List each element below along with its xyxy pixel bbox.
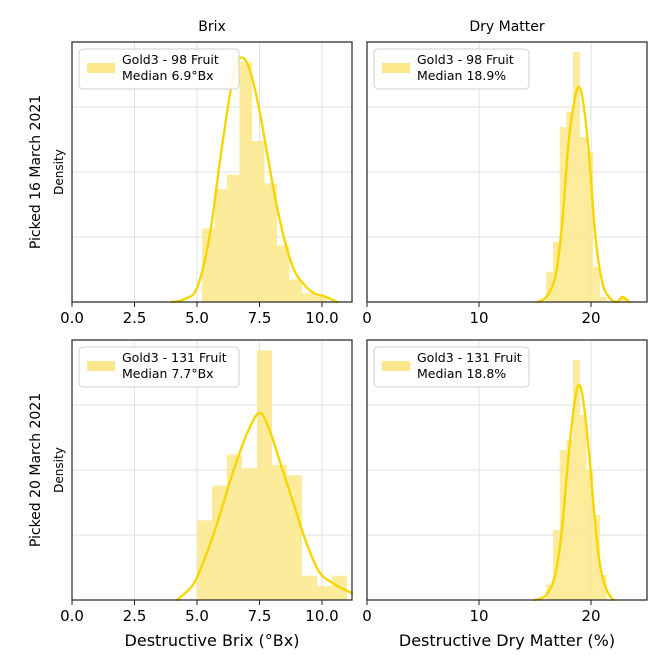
histogram-bar — [314, 296, 327, 302]
histogram-bar — [573, 52, 580, 302]
axes-frame — [366, 41, 648, 303]
x-tick-label: 7.5 — [248, 607, 272, 625]
legend-median: Median 7.7°Bx — [122, 366, 214, 381]
x-tick-label: 5.0 — [185, 309, 209, 327]
axes-title: Brix — [198, 19, 226, 35]
axes-frame — [71, 339, 353, 601]
legend-box — [78, 346, 240, 388]
histogram-bar — [257, 350, 272, 600]
x-tick-label: 2.5 — [123, 607, 147, 625]
x-tick-label: 10 — [469, 607, 488, 625]
y-axis-label: Density — [52, 447, 66, 493]
x-tick-label: 10.0 — [305, 607, 338, 625]
histogram-bar — [242, 468, 257, 600]
histogram-bar — [202, 228, 215, 302]
histogram-bar — [566, 440, 574, 600]
histogram-bar — [289, 279, 302, 302]
legend-swatch — [382, 361, 410, 371]
legend-box — [373, 48, 530, 90]
histogram-bar — [227, 174, 240, 302]
axes-frame — [71, 41, 353, 303]
x-tick-label: 10 — [469, 309, 488, 327]
histogram-bar — [317, 586, 332, 600]
x-axis-label: Destructive Brix (°Bx) — [125, 631, 300, 650]
histogram-bar — [620, 297, 627, 302]
x-tick-label: 0.0 — [60, 607, 84, 625]
histogram-bar — [239, 61, 252, 302]
histogram-bar — [302, 293, 315, 302]
kde-line — [536, 85, 631, 304]
row-label: Picked 16 March 2021 — [28, 95, 44, 249]
histogram-bar — [272, 464, 287, 600]
histogram-bar — [287, 475, 302, 600]
axes-title: Dry Matter — [469, 19, 545, 35]
legend-swatch — [87, 63, 115, 73]
histogram-bar — [546, 585, 553, 600]
x-tick-label: 0 — [362, 309, 372, 327]
kde-line — [175, 411, 354, 602]
legend-label: Gold3 - 98 Fruit — [122, 52, 219, 67]
legend-median: Median 6.9°Bx — [122, 68, 214, 83]
x-tick-label: 7.5 — [248, 309, 272, 327]
x-tick-label: 0 — [362, 607, 372, 625]
histogram-bar — [599, 297, 607, 302]
subplot-3: 0.0 2.5 5.0 7.5 10.0 Gold3 - 131 FruitMedian … — [28, 339, 354, 650]
histogram-bars — [197, 350, 347, 600]
x-tick-label: 2.5 — [123, 309, 147, 327]
x-tick-label: 10.0 — [305, 309, 338, 327]
x-tick-label: 0.0 — [60, 309, 84, 327]
histogram-bar — [573, 360, 580, 600]
legend-median: Median 18.9% — [417, 68, 506, 83]
legend-box — [373, 346, 530, 388]
legend-median: Median 18.8% — [417, 366, 506, 381]
histogram-bar — [586, 470, 594, 600]
legend-label: Gold3 - 131 Fruit — [122, 350, 227, 365]
histogram-bar — [227, 454, 242, 600]
y-axis-label: Density — [52, 149, 66, 195]
histogram-bar — [302, 575, 317, 600]
axes-frame — [366, 339, 648, 601]
histogram-bar — [599, 575, 607, 600]
legend-box — [78, 48, 240, 90]
row-label: Picked 20 March 2021 — [28, 393, 44, 547]
x-axis-label: Destructive Dry Matter (%) — [399, 631, 615, 650]
histogram-bar — [277, 245, 290, 302]
histogram-bar — [593, 267, 600, 302]
histogram-bar — [566, 112, 574, 302]
histogram-bar — [212, 485, 227, 600]
x-tick-label: 5.0 — [185, 607, 209, 625]
histogram-bar — [252, 140, 265, 302]
kde-line — [170, 56, 339, 304]
histogram-bar — [579, 415, 587, 600]
x-tick-label: 20 — [581, 607, 600, 625]
legend-label: Gold3 - 98 Fruit — [417, 52, 514, 67]
kde-line — [533, 383, 615, 602]
histogram-bar — [586, 152, 594, 302]
histogram-bar — [264, 183, 277, 302]
histogram-bar — [214, 188, 227, 302]
legend-swatch — [87, 361, 115, 371]
histogram-bar — [546, 272, 553, 302]
histogram-bar — [593, 515, 600, 600]
histogram-bars — [202, 61, 327, 302]
legend-swatch — [382, 63, 410, 73]
legend-label: Gold3 - 131 Fruit — [417, 350, 522, 365]
x-tick-label: 20 — [581, 309, 600, 327]
histogram-bar — [579, 137, 587, 302]
